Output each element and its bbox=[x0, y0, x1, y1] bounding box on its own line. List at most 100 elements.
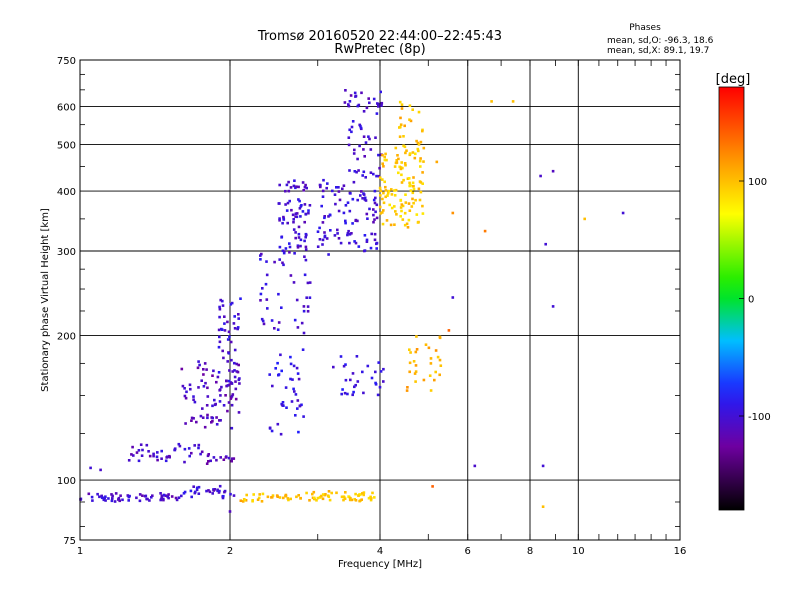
data-point bbox=[327, 215, 330, 218]
data-point bbox=[382, 191, 385, 195]
data-point bbox=[291, 213, 295, 217]
data-point bbox=[323, 231, 326, 234]
data-point bbox=[228, 335, 231, 338]
data-point bbox=[102, 498, 106, 502]
data-point bbox=[202, 385, 206, 388]
data-point bbox=[282, 215, 285, 219]
data-point bbox=[306, 310, 310, 313]
data-point bbox=[223, 315, 226, 318]
data-point bbox=[291, 378, 294, 381]
data-point bbox=[228, 379, 231, 383]
data-point bbox=[387, 189, 391, 193]
data-point bbox=[296, 399, 300, 402]
data-point bbox=[261, 492, 265, 496]
isolated-data-point bbox=[431, 485, 434, 488]
data-point bbox=[433, 378, 436, 382]
data-point bbox=[356, 157, 359, 161]
data-point bbox=[400, 173, 403, 177]
data-point bbox=[137, 449, 141, 452]
data-point bbox=[203, 425, 207, 429]
x-tick-label: 16 bbox=[674, 546, 687, 557]
data-point bbox=[401, 166, 404, 170]
isolated-data-point bbox=[435, 160, 439, 164]
isolated-data-point bbox=[451, 211, 455, 215]
data-point bbox=[295, 215, 299, 219]
data-point bbox=[412, 184, 415, 188]
data-point bbox=[375, 247, 378, 250]
data-point bbox=[132, 454, 135, 457]
data-point bbox=[261, 287, 264, 290]
data-point bbox=[289, 497, 292, 501]
data-point bbox=[184, 422, 187, 425]
data-point bbox=[299, 238, 303, 242]
data-point bbox=[282, 251, 286, 255]
data-point bbox=[146, 497, 149, 501]
data-point bbox=[336, 232, 339, 235]
isolated-data-point bbox=[551, 169, 555, 173]
data-point bbox=[373, 238, 377, 242]
data-point bbox=[229, 303, 233, 306]
data-point bbox=[292, 184, 296, 188]
data-point bbox=[351, 197, 355, 201]
data-point bbox=[408, 348, 411, 351]
data-point bbox=[408, 118, 411, 121]
data-point bbox=[201, 416, 205, 419]
data-point bbox=[416, 221, 420, 224]
data-point bbox=[357, 494, 360, 497]
data-point bbox=[429, 362, 433, 365]
data-point bbox=[342, 498, 345, 502]
data-point bbox=[190, 451, 193, 455]
data-point bbox=[214, 402, 217, 406]
data-point bbox=[335, 186, 338, 189]
data-point bbox=[261, 319, 265, 323]
data-point bbox=[175, 498, 179, 502]
data-point bbox=[397, 171, 400, 175]
data-point bbox=[204, 381, 207, 385]
data-point bbox=[402, 135, 405, 138]
data-point bbox=[348, 241, 351, 245]
data-point bbox=[168, 454, 171, 458]
data-point bbox=[222, 404, 226, 407]
data-point bbox=[220, 328, 224, 331]
data-point bbox=[369, 171, 373, 174]
data-point bbox=[278, 496, 282, 499]
data-point bbox=[376, 393, 380, 397]
data-point bbox=[297, 494, 300, 497]
data-point bbox=[405, 222, 409, 226]
data-point bbox=[237, 317, 240, 320]
data-point bbox=[408, 370, 411, 374]
data-point bbox=[206, 395, 210, 398]
data-point bbox=[215, 416, 218, 419]
data-point bbox=[325, 186, 328, 190]
data-point bbox=[233, 327, 237, 330]
data-point bbox=[288, 199, 291, 203]
data-point bbox=[229, 492, 232, 496]
data-point bbox=[378, 166, 381, 170]
data-point bbox=[332, 365, 335, 369]
data-point bbox=[292, 281, 296, 284]
data-point bbox=[224, 394, 227, 397]
data-point bbox=[418, 198, 422, 202]
data-point bbox=[436, 355, 440, 359]
data-point bbox=[297, 185, 300, 189]
data-point bbox=[346, 233, 349, 237]
data-point bbox=[227, 352, 231, 355]
data-point bbox=[285, 406, 288, 409]
data-point bbox=[308, 204, 312, 207]
plot-grid bbox=[80, 60, 680, 540]
data-point bbox=[292, 220, 295, 224]
data-point bbox=[195, 488, 199, 492]
data-point bbox=[278, 245, 282, 249]
data-point bbox=[135, 451, 139, 454]
data-point bbox=[300, 321, 304, 325]
data-point bbox=[315, 499, 318, 502]
data-point bbox=[206, 413, 209, 417]
data-point bbox=[284, 493, 288, 497]
data-point bbox=[270, 496, 273, 499]
data-point bbox=[196, 366, 200, 370]
data-point bbox=[399, 125, 402, 129]
colorbar: [deg] -100 0 100 bbox=[716, 72, 771, 511]
data-point bbox=[338, 198, 342, 202]
